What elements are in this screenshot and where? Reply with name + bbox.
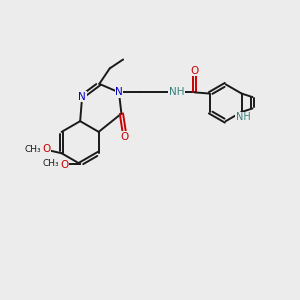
Text: NH: NH — [169, 87, 184, 97]
Text: O: O — [190, 66, 199, 76]
Text: N: N — [78, 92, 86, 102]
Text: CH₃: CH₃ — [24, 145, 41, 154]
Text: CH₃: CH₃ — [43, 160, 59, 169]
Text: N: N — [115, 87, 123, 98]
Text: O: O — [120, 132, 128, 142]
Text: O: O — [42, 144, 50, 154]
Text: O: O — [61, 160, 69, 170]
Text: NH: NH — [236, 112, 250, 122]
